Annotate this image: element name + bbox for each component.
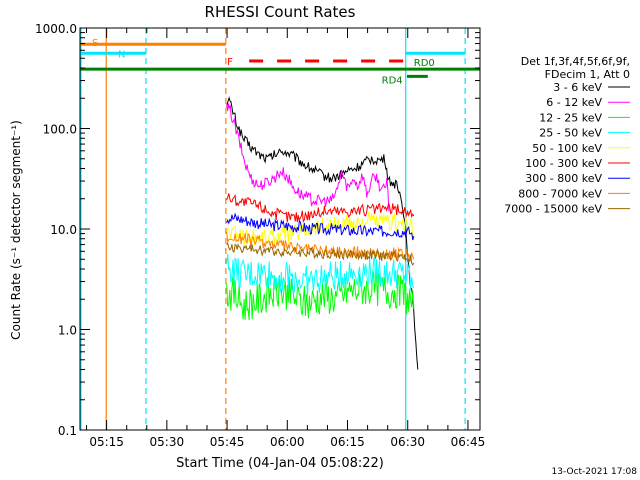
- axes: 1000.0 100.0 10.0 1.0 0.1 05:15 05:30 05:45 06:0…: [35, 22, 485, 449]
- flag-label-f: F: [227, 57, 233, 68]
- x-tick-label-5: 06:30: [390, 435, 425, 449]
- series-line-25-50-kev: [226, 253, 415, 297]
- y-tick-label-3: 1.0: [58, 324, 77, 338]
- chart-title: RHESSI Count Rates: [205, 3, 356, 21]
- legend-label-12-25-kev: 12 - 25 keV: [539, 111, 602, 124]
- x-tick-label-2: 05:45: [210, 435, 245, 449]
- series-line-3-6-kev: [226, 96, 419, 370]
- legend: Det 1f,3f,4f,5f,6f,9f,FDecim 1, Att 03 -…: [504, 55, 630, 216]
- legend-label-800-7000-kev: 800 - 7000 keV: [518, 187, 602, 200]
- legend-label-6-12-kev: 6 - 12 keV: [546, 96, 602, 109]
- series-line-6-12-kev: [226, 103, 390, 212]
- series-line-12-25-kev: [226, 269, 415, 321]
- legend-header-1: FDecim 1, Att 0: [545, 68, 630, 81]
- flag-label-rd4: RD4: [382, 75, 403, 86]
- observation-boundary-lines: [80, 28, 466, 430]
- series-lines: [226, 96, 419, 370]
- flag-label-rd0: RD0: [414, 58, 435, 69]
- y-tick-label-4: 0.1: [58, 424, 77, 438]
- legend-label-100-300-kev: 100 - 300 keV: [525, 157, 602, 170]
- flag-label-n: N: [118, 49, 125, 60]
- legend-label-3-6-kev: 3 - 6 keV: [553, 81, 602, 94]
- flag-label-s: S: [92, 38, 98, 49]
- x-axis-label: Start Time (04-Jan-04 05:08:22): [176, 456, 384, 471]
- x-tick-label-1: 05:30: [150, 435, 185, 449]
- legend-label-25-50-kev: 25 - 50 keV: [539, 127, 602, 140]
- y-tick-label-2: 10.0: [50, 223, 77, 237]
- x-tick-label-4: 06:15: [330, 435, 365, 449]
- timestamp: 13-Oct-2021 17:08: [552, 467, 638, 477]
- flag-bars: S N F RD0 RD4: [80, 38, 480, 86]
- x-tick-label-0: 05:15: [89, 435, 124, 449]
- legend-label-7000-15000-kev: 7000 - 15000 keV: [504, 203, 602, 216]
- legend-header-0: Det 1f,3f,4f,5f,6f,9f,: [521, 55, 630, 68]
- y-axis-label: Count Rate (s⁻¹ detector segment⁻¹): [9, 120, 23, 340]
- x-tick-label-3: 06:00: [270, 435, 305, 449]
- series-line-100-300-kev: [226, 193, 415, 223]
- legend-label-300-800-kev: 300 - 800 keV: [525, 172, 602, 185]
- y-tick-label-1: 100.0: [43, 123, 77, 137]
- x-tick-label-6: 06:45: [451, 435, 486, 449]
- series-line-50-100-kev: [226, 212, 415, 246]
- series-line-300-800-kev: [226, 212, 415, 241]
- y-tick-label-0: 1000.0: [35, 22, 77, 36]
- series-line-7000-15000-kev: [226, 242, 415, 266]
- legend-label-50-100-kev: 50 - 100 keV: [532, 142, 602, 155]
